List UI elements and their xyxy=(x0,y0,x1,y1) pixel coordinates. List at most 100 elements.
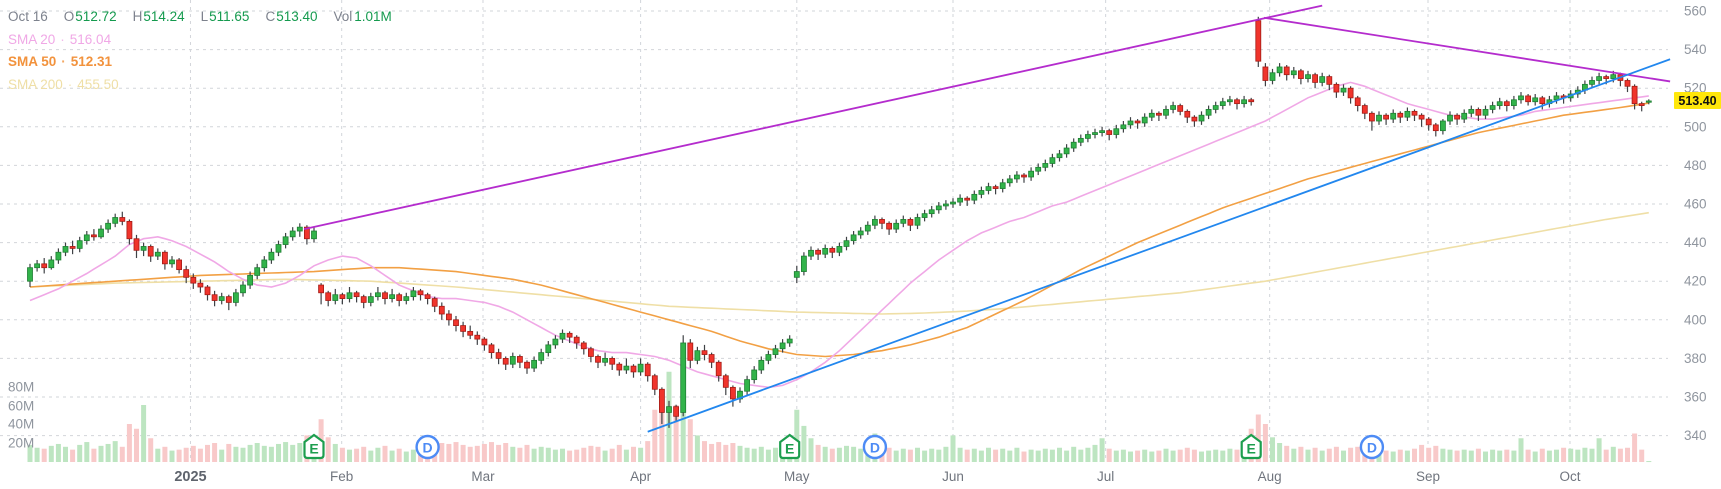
month-label[interactable]: Jul xyxy=(1097,469,1114,484)
volume-bar xyxy=(1099,438,1105,462)
volume-bar xyxy=(687,419,693,462)
volume-bar xyxy=(950,435,956,462)
candle-down xyxy=(453,319,459,326)
candle-down xyxy=(204,286,211,296)
candle-down xyxy=(197,282,204,288)
volume-bar xyxy=(581,447,587,462)
candle-up xyxy=(971,193,978,201)
volume-bar xyxy=(1610,446,1616,462)
month-label[interactable]: Mar xyxy=(471,469,495,484)
volume-bar xyxy=(1539,448,1545,462)
rising-resistance-line[interactable] xyxy=(303,4,1323,230)
candle-down xyxy=(573,336,580,344)
month-label[interactable]: May xyxy=(784,469,810,484)
volume-bar xyxy=(623,449,629,462)
volume-bar xyxy=(1305,449,1311,462)
volume-bar xyxy=(467,446,473,462)
volume-bar xyxy=(517,447,523,462)
dividend-glyph: D xyxy=(870,440,880,456)
volume-bar xyxy=(460,444,466,462)
dividend-marker[interactable]: D xyxy=(415,434,440,460)
volume-bar xyxy=(645,441,651,462)
volume-bar xyxy=(851,446,857,462)
volume-bar xyxy=(680,395,686,462)
candle-up xyxy=(1290,70,1297,76)
candle-down xyxy=(225,296,232,303)
candle-up xyxy=(793,271,800,278)
candle-down xyxy=(147,246,154,257)
earnings-shield-icon xyxy=(303,433,325,460)
candle-up xyxy=(559,332,566,340)
volume-bar xyxy=(1298,446,1304,462)
candle-up xyxy=(1610,74,1617,79)
volume-bar xyxy=(936,449,942,462)
candle-down xyxy=(1383,114,1389,120)
month-label[interactable]: Aug xyxy=(1258,469,1282,484)
candle-up xyxy=(55,251,62,261)
candle-up xyxy=(928,209,935,215)
candle-up xyxy=(140,246,147,251)
candle-down xyxy=(1354,97,1361,106)
volume-bar xyxy=(1440,448,1446,462)
candle-down xyxy=(651,375,658,390)
candle-up xyxy=(1496,101,1503,106)
volume-bar xyxy=(41,448,47,462)
candle-up xyxy=(403,296,410,301)
sma50-legend-row[interactable]: SMA 50 · 512.31 xyxy=(8,54,113,69)
volume-bar xyxy=(1532,451,1538,462)
volume-bar xyxy=(1646,461,1652,463)
volume-bar xyxy=(808,438,814,462)
candle-up xyxy=(950,201,956,205)
volume-bar xyxy=(1085,447,1091,462)
sma20-legend-row[interactable]: SMA 20 · 516.04 xyxy=(8,31,112,47)
volume-bar xyxy=(503,443,509,462)
month-label[interactable]: Oct xyxy=(1559,469,1580,484)
volume-bar xyxy=(964,449,970,462)
month-label[interactable]: Sep xyxy=(1416,469,1440,484)
volume-bar xyxy=(751,448,757,462)
month-label[interactable]: Apr xyxy=(630,469,652,484)
candle-up xyxy=(1461,112,1468,120)
earnings-marker[interactable]: E xyxy=(1240,433,1262,460)
candle-up xyxy=(694,350,701,361)
candle-up xyxy=(623,365,630,371)
candle-down xyxy=(133,238,140,251)
volume-bar xyxy=(1426,447,1432,462)
candle-up xyxy=(1063,147,1070,155)
volume-bar xyxy=(1326,448,1332,462)
candle-up xyxy=(1198,114,1205,122)
candle-up xyxy=(850,234,857,242)
volume-bar xyxy=(723,444,729,462)
month-label[interactable]: 2025 xyxy=(174,469,206,485)
dividend-marker[interactable]: D xyxy=(1359,434,1385,460)
volume-bar xyxy=(112,441,118,462)
candle-down xyxy=(1283,66,1290,76)
candle-up xyxy=(1070,141,1077,149)
legend-date: Oct 16 xyxy=(8,9,48,24)
volume-bar xyxy=(212,443,218,462)
candle-up xyxy=(772,348,779,355)
volume-bar xyxy=(27,444,33,462)
candle-down xyxy=(1539,97,1546,105)
ohlc-legend-row[interactable]: Oct 16 O512.72 H514.24 L511.65 C513.40 V… xyxy=(8,6,392,29)
price-tick-label: 500 xyxy=(1684,119,1707,134)
candle-up xyxy=(218,296,225,301)
earnings-marker[interactable]: E xyxy=(303,433,325,460)
earnings-marker[interactable]: E xyxy=(779,433,801,460)
price-tick-label: 540 xyxy=(1684,42,1707,57)
month-label[interactable]: Feb xyxy=(330,469,353,484)
month-label[interactable]: Jun xyxy=(942,469,964,484)
volume-bar xyxy=(915,447,920,462)
volume-bar xyxy=(1589,448,1595,462)
sma200-legend-row[interactable]: SMA 200 · 455.50 xyxy=(8,76,119,92)
rising-support-line[interactable] xyxy=(647,58,1671,433)
candle-down xyxy=(1177,105,1184,112)
candle-up xyxy=(1148,112,1155,118)
dividend-marker[interactable]: D xyxy=(862,434,888,460)
falling-resistance-line[interactable] xyxy=(1263,16,1671,83)
candle-down xyxy=(339,294,346,299)
candle-up xyxy=(1390,112,1397,120)
volume-bar xyxy=(765,449,771,462)
volume-bar xyxy=(1007,450,1013,462)
